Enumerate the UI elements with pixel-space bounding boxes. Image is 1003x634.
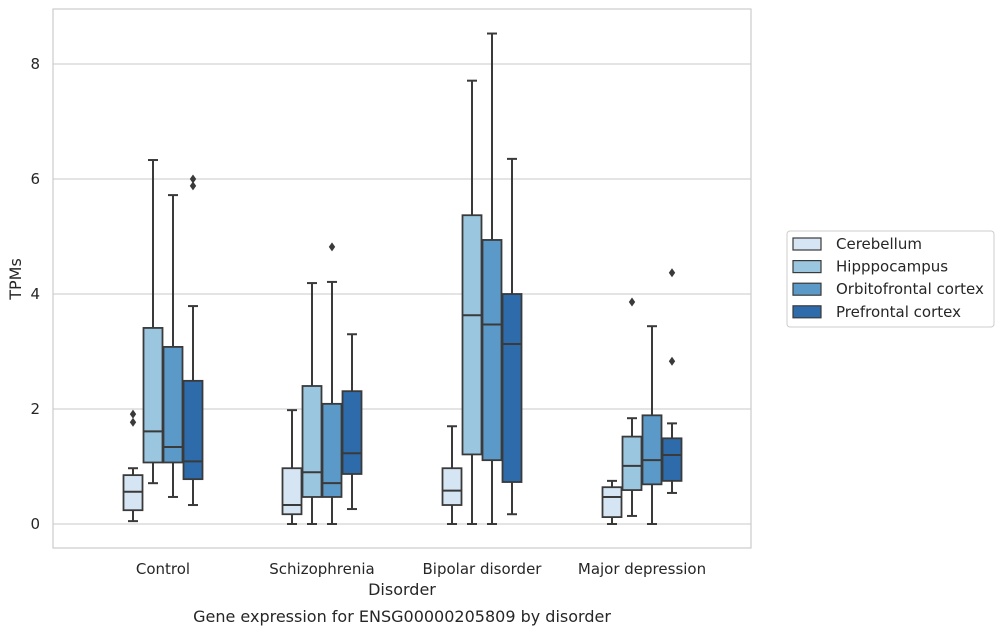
legend: Cerebellum Hipppocampus Orbitofrontal cort…	[786, 230, 995, 328]
box-prefrontal-cortex-schizophrenia	[341, 333, 363, 511]
box-body	[621, 435, 643, 491]
x-tick-label-major-depression: Major depression	[578, 560, 706, 578]
outlier-point	[189, 174, 197, 184]
y-tick-label-0: 0	[30, 515, 40, 533]
box-orbitofrontal-cortex-major-depression	[641, 325, 663, 525]
legend-label-cerebellum: Cerebellum	[836, 235, 922, 253]
outlier-point	[668, 268, 676, 278]
y-tick-labels: 0 2 4 6 8	[30, 55, 40, 533]
outlier-point	[129, 409, 137, 419]
x-tick-label-control: Control	[136, 560, 190, 578]
box-hipppocampus-control	[142, 159, 164, 485]
legend-frame	[786, 230, 995, 328]
box-body	[441, 467, 463, 506]
box-body	[641, 414, 663, 486]
box-body	[661, 437, 683, 482]
outlier-point	[328, 242, 336, 252]
box-body	[601, 486, 623, 519]
legend-swatch-cerebellum	[792, 237, 822, 251]
box-body	[501, 293, 523, 483]
box-orbitofrontal-cortex-bipolar-disorder	[481, 32, 503, 525]
box-cerebellum-control	[122, 409, 144, 523]
y-tick-label-4: 4	[30, 285, 40, 303]
box-prefrontal-cortex-control	[182, 174, 204, 507]
y-tick-label-6: 6	[30, 170, 40, 188]
box-cerebellum-bipolar-disorder	[441, 425, 463, 525]
legend-swatch-prefrontal-cortex	[792, 305, 822, 319]
chart-title: Gene expression for ENSG00000205809 by d…	[193, 607, 611, 626]
x-tick-labels: Control Schizophrenia Bipolar disorder Majo…	[136, 560, 706, 578]
x-axis-label: Disorder	[368, 580, 436, 599]
legend-swatch-orbitofrontal-cortex	[792, 282, 822, 296]
legend-label-prefrontal-cortex: Prefrontal cortex	[836, 303, 961, 321]
legend-label-hipppocampus: Hipppocampus	[836, 258, 948, 276]
box-hipppocampus-bipolar-disorder	[461, 79, 483, 525]
box-hipppocampus-schizophrenia	[301, 282, 323, 525]
box-body	[162, 345, 184, 464]
box-body	[301, 385, 323, 498]
box-orbitofrontal-cortex-control	[162, 194, 184, 498]
box-cerebellum-major-depression	[601, 479, 623, 525]
plot-frame	[52, 8, 752, 549]
outlier-point	[668, 356, 676, 366]
legend-swatch-hipppocampus	[792, 260, 822, 274]
box-body	[341, 390, 363, 475]
box-cerebellum-schizophrenia	[281, 409, 303, 525]
box-prefrontal-cortex-bipolar-disorder	[501, 157, 523, 516]
outlier-point	[628, 297, 636, 307]
box-hipppocampus-major-depression	[621, 297, 643, 517]
y-tick-label-8: 8	[30, 55, 40, 73]
outlier-point	[129, 417, 137, 427]
box-body	[321, 402, 343, 498]
box-body	[461, 214, 483, 456]
outlier-point	[189, 181, 197, 191]
legend-items: Cerebellum Hipppocampus Orbitofrontal cort…	[792, 235, 984, 321]
box-body	[481, 239, 503, 462]
legend-label-orbitofrontal-cortex: Orbitofrontal cortex	[836, 280, 984, 298]
box-body	[182, 379, 204, 481]
box-orbitofrontal-cortex-schizophrenia	[321, 242, 343, 525]
box-body	[281, 467, 303, 516]
x-tick-label-schizophrenia: Schizophrenia	[269, 560, 374, 578]
y-tick-label-2: 2	[30, 400, 40, 418]
box-body	[142, 327, 164, 464]
boxes	[122, 32, 683, 525]
y-axis-label: TPMs	[6, 258, 25, 301]
box-prefrontal-cortex-major-depression	[661, 268, 683, 494]
x-tick-label-bipolar-disorder: Bipolar disorder	[423, 560, 543, 578]
